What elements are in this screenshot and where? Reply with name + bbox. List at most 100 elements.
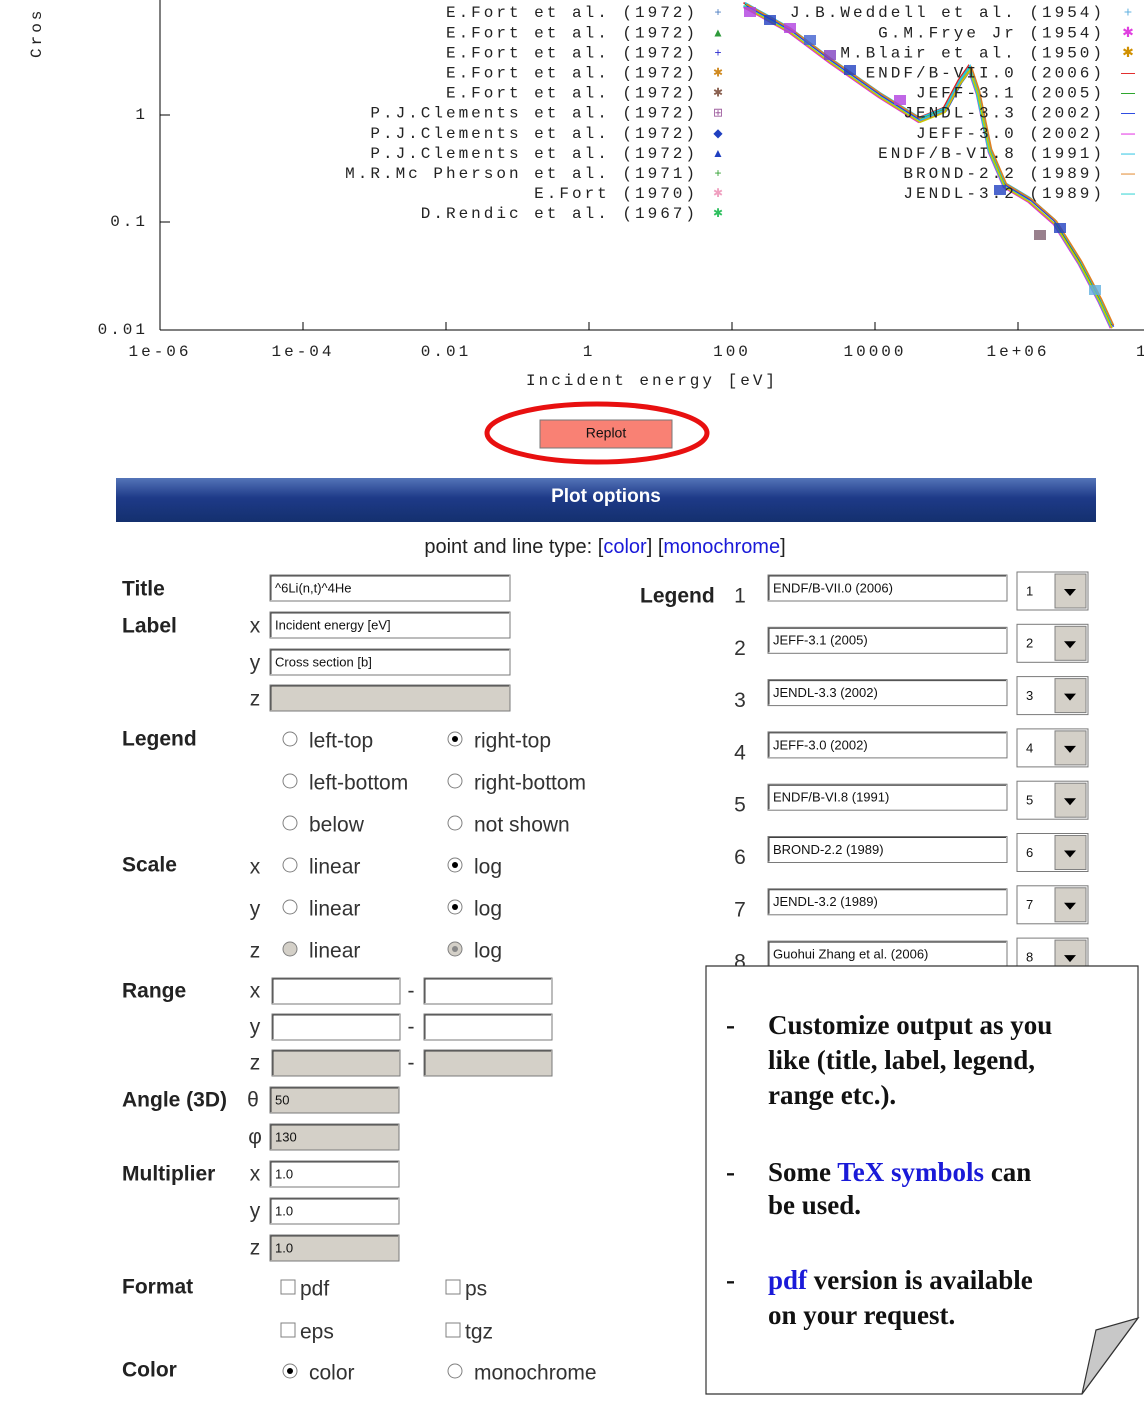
input-value: Cross section [b] — [275, 654, 372, 669]
input-value: ENDF/B-VII.0 (2006) — [773, 580, 893, 595]
radio-label: right-bottom — [474, 772, 586, 795]
checkbox-label: eps — [300, 1321, 334, 1344]
select-value: 2 — [1026, 636, 1033, 651]
range-max-input[interactable] — [424, 1014, 552, 1040]
range-max-input — [424, 1050, 552, 1076]
link[interactable]: color — [603, 536, 647, 558]
text: ] — [780, 536, 786, 558]
select-value: 7 — [1026, 897, 1033, 912]
legend-symbol: — — [1121, 104, 1135, 120]
range-min-input[interactable] — [272, 1014, 400, 1040]
input-value: JENDL-3.2 (1989) — [773, 894, 878, 909]
text: ] [ — [647, 536, 664, 558]
radio-label: not shown — [474, 814, 570, 837]
callout-link[interactable]: TeX symbols — [837, 1157, 984, 1187]
legend-label: E.Fort et al. (1972) — [446, 44, 698, 62]
legend-symbol: + — [714, 166, 721, 180]
field-label: Multiplier — [122, 1163, 215, 1186]
y-tick-label: 0.01 — [98, 321, 148, 339]
legend-symbol: — — [1121, 144, 1135, 160]
callout-line: be used. — [768, 1190, 861, 1220]
data-points — [764, 15, 776, 25]
legend-label: JENDL-3.2 (1989) — [903, 185, 1105, 203]
callout-text: Some — [768, 1157, 837, 1187]
range-separator: - — [408, 1016, 415, 1039]
range-separator: - — [408, 980, 415, 1003]
axis-letter: x — [250, 1163, 261, 1186]
field-label: Scale — [122, 854, 177, 877]
legend-symbol: — — [1121, 64, 1135, 80]
input-value: 1.0 — [275, 1203, 293, 1218]
data-points — [894, 95, 906, 105]
select-value: 5 — [1026, 793, 1033, 808]
legend-label: P.J.Clements et al. (1972) — [370, 125, 698, 143]
radio[interactable] — [448, 1364, 462, 1378]
select-value: 4 — [1026, 740, 1033, 755]
axis-letter: y — [250, 898, 261, 921]
checkbox[interactable] — [281, 1323, 295, 1337]
y-tick-label: 0.1 — [110, 213, 148, 231]
legend-label: E.Fort et al. (1972) — [446, 4, 698, 22]
radio-label: linear — [309, 856, 360, 879]
callout-link[interactable]: pdf — [768, 1265, 808, 1295]
x-tick-label: 0.01 — [421, 343, 471, 361]
select-value: 3 — [1026, 688, 1033, 703]
legend-symbol: — — [1121, 84, 1135, 100]
radio[interactable] — [283, 858, 297, 872]
legend-number: 4 — [734, 741, 746, 764]
radio[interactable] — [283, 774, 297, 788]
x-tick-label: 1e+06 — [986, 343, 1049, 361]
range-max-input[interactable] — [424, 978, 552, 1004]
radio — [283, 942, 297, 956]
checkbox[interactable] — [446, 1280, 460, 1294]
axis-letter: z — [250, 1237, 261, 1260]
legend-symbol: ✱ — [713, 186, 723, 200]
field-label: Angle (3D) — [122, 1089, 227, 1112]
range-min-input[interactable] — [272, 978, 400, 1004]
select-value: 1 — [1026, 583, 1033, 598]
field-label: Legend — [122, 728, 197, 751]
callout-line: Some TeX symbols can — [768, 1157, 1031, 1187]
bullet-marker: - — [726, 1265, 735, 1295]
x-tick-label: 100 — [713, 343, 751, 361]
radio[interactable] — [448, 774, 462, 788]
section-title: Plot options — [551, 486, 661, 507]
radio-label: left-bottom — [309, 772, 408, 795]
radio[interactable] — [283, 732, 297, 746]
legend-label: BROND-2.2 (1989) — [903, 165, 1105, 183]
axis-letter: y — [250, 1200, 261, 1223]
radio-label: monochrome — [474, 1362, 597, 1385]
legend-symbol: + — [1124, 4, 1132, 20]
replot-label: Replot — [586, 425, 627, 441]
callout-text: can — [984, 1157, 1031, 1187]
radio-label: color — [309, 1362, 355, 1385]
callout-text: like (title, label, legend, — [768, 1045, 1035, 1075]
angle-symbol: θ — [247, 1089, 259, 1112]
checkbox[interactable] — [446, 1323, 460, 1337]
data-points — [744, 7, 756, 17]
legend-number: 5 — [734, 794, 746, 817]
legend-label: ENDF/B-VII.0 (2006) — [866, 65, 1105, 83]
y-tick-label: 1 — [135, 106, 148, 124]
field-label: Range — [122, 980, 186, 1003]
field-label: Format — [122, 1276, 193, 1299]
legend-label: J.B.Weddell et al. (1954) — [790, 4, 1105, 22]
x-tick-label: 10000 — [843, 343, 906, 361]
radio-dot — [452, 736, 458, 742]
radio[interactable] — [448, 816, 462, 830]
legend-symbol: ✱ — [713, 65, 723, 79]
legend-number: 2 — [734, 637, 746, 660]
data-points — [1089, 285, 1101, 295]
radio[interactable] — [283, 900, 297, 914]
callout-line: range etc.). — [768, 1080, 896, 1110]
legend-label: JEFF-3.1 (2005) — [916, 85, 1105, 103]
callout-text: on your request. — [768, 1300, 955, 1330]
x-tick-label: 1 — [1136, 343, 1144, 361]
link[interactable]: monochrome — [663, 536, 780, 558]
checkbox[interactable] — [281, 1280, 295, 1294]
axis-letter: z — [250, 1052, 261, 1075]
legend-label: E.Fort (1970) — [534, 185, 698, 203]
radio-dot — [287, 1368, 293, 1374]
radio[interactable] — [283, 816, 297, 830]
data-points — [1034, 230, 1046, 240]
